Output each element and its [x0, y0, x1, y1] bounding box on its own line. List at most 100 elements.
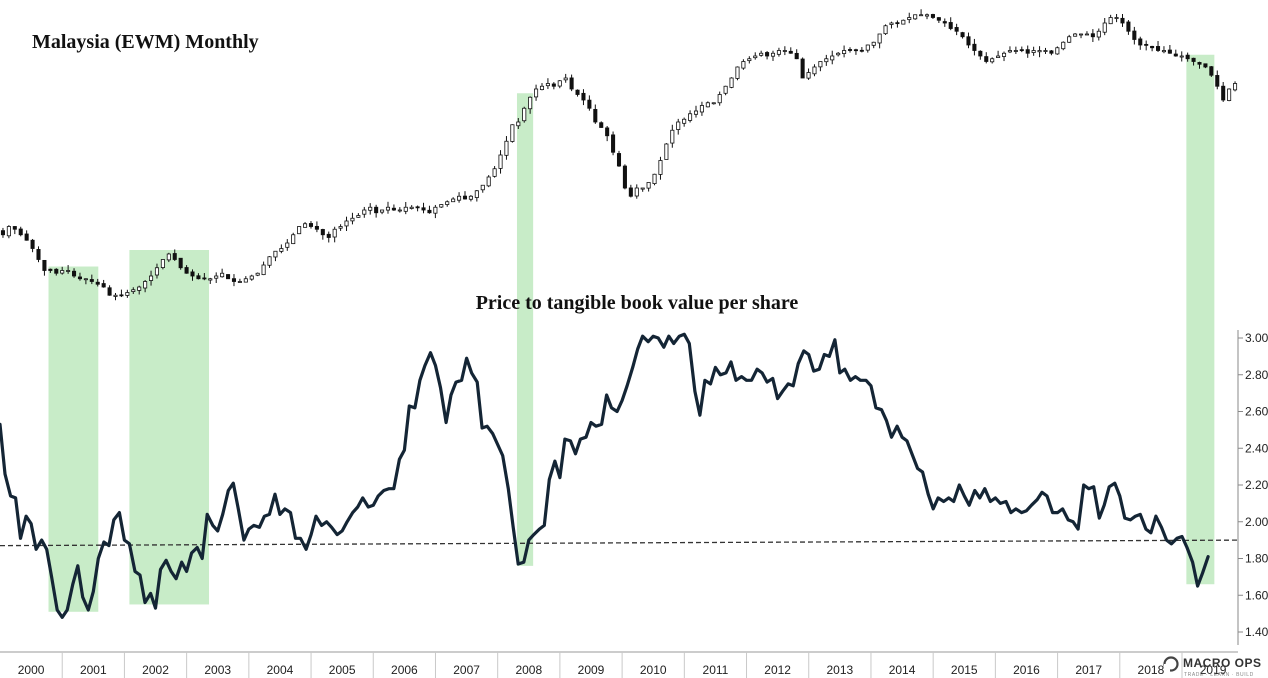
- highlight-regions: [48, 54, 1215, 612]
- candle: [350, 212, 355, 225]
- x-tick-label: 2003: [204, 663, 231, 677]
- candle: [190, 269, 195, 281]
- candle: [101, 279, 106, 288]
- y-tick-label: 2.60: [1245, 405, 1268, 419]
- candle: [36, 246, 41, 263]
- candle: [279, 244, 284, 254]
- candle: [853, 48, 858, 55]
- x-tick-label: 2013: [826, 663, 853, 677]
- candle: [1191, 57, 1196, 66]
- candle: [486, 175, 491, 188]
- candle: [705, 101, 710, 108]
- candle: [901, 19, 906, 25]
- candle: [202, 273, 207, 281]
- candle: [255, 272, 260, 277]
- candle: [1007, 46, 1012, 54]
- candle: [936, 17, 941, 23]
- candle: [77, 272, 82, 281]
- candle: [504, 136, 509, 160]
- candle: [836, 51, 841, 57]
- candle: [539, 83, 545, 91]
- x-tick-label: 2001: [80, 663, 107, 677]
- y-tick-label: 1.40: [1245, 625, 1268, 639]
- candle: [593, 104, 598, 124]
- candle: [913, 14, 918, 20]
- candle: [1179, 51, 1184, 62]
- price-chart-title: Malaysia (EWM) Monthly: [32, 31, 259, 53]
- candle: [534, 84, 539, 101]
- candle: [770, 50, 776, 61]
- candle: [806, 68, 811, 80]
- candle: [930, 13, 935, 19]
- candle: [356, 213, 361, 218]
- candle: [267, 256, 272, 268]
- x-tick-label: 2008: [515, 663, 542, 677]
- y-tick-label: 2.80: [1245, 368, 1268, 382]
- candle: [1055, 46, 1060, 55]
- candle: [303, 222, 308, 228]
- candle: [889, 21, 894, 29]
- candle: [184, 265, 189, 274]
- candle: [830, 50, 835, 65]
- candle: [12, 226, 17, 235]
- candle: [320, 228, 325, 240]
- candle: [984, 52, 989, 64]
- x-tick-label: 2010: [640, 663, 667, 677]
- price-candlesticks: [0, 9, 1238, 301]
- candle: [599, 121, 604, 128]
- candle: [160, 259, 165, 270]
- candle: [646, 182, 651, 192]
- candle: [380, 209, 385, 215]
- candle: [717, 91, 722, 106]
- candle: [990, 57, 995, 64]
- candle: [634, 184, 639, 199]
- candle: [95, 278, 100, 287]
- candle: [492, 166, 497, 178]
- candle: [439, 204, 444, 208]
- candle: [960, 31, 965, 39]
- candle: [60, 266, 65, 275]
- candle: [824, 54, 829, 66]
- candle: [877, 33, 882, 49]
- candle: [391, 204, 396, 211]
- candle: [48, 268, 53, 273]
- candle: [735, 66, 740, 81]
- candle: [658, 156, 663, 180]
- candle: [1013, 46, 1018, 54]
- candle: [385, 201, 391, 214]
- candle: [510, 124, 515, 143]
- macro-ops-logo: MACRO OPS TRADE · LEARN · BUILD: [1163, 656, 1261, 678]
- candle: [297, 226, 302, 235]
- candle: [83, 278, 88, 285]
- candle: [616, 150, 622, 167]
- candle: [1221, 82, 1226, 102]
- x-tick-label: 2009: [578, 663, 605, 677]
- x-tick-label: 2004: [267, 663, 294, 677]
- candle: [231, 274, 237, 287]
- candle: [895, 20, 900, 28]
- candle: [308, 221, 314, 229]
- candle: [0, 227, 5, 238]
- candle: [137, 285, 142, 295]
- candle: [842, 45, 847, 58]
- candle: [528, 96, 533, 114]
- candle: [919, 9, 924, 17]
- candle: [1019, 46, 1024, 53]
- reference-line-group: [0, 539, 1239, 547]
- candle: [1138, 36, 1143, 50]
- highlight-region-3: [516, 93, 534, 566]
- candle: [1001, 51, 1007, 62]
- candle: [368, 203, 373, 215]
- logo-tagline: TRADE · LEARN · BUILD: [1184, 672, 1254, 678]
- x-tick-label: 2014: [889, 663, 916, 677]
- candle: [1084, 31, 1089, 36]
- candle: [226, 274, 231, 280]
- highlight-region-1: [48, 266, 99, 612]
- candle: [196, 273, 201, 280]
- candle: [498, 150, 503, 174]
- candle: [113, 292, 118, 301]
- candle: [433, 204, 438, 219]
- candle: [693, 105, 699, 118]
- highlight-region-4: [1186, 54, 1215, 585]
- candle: [1025, 45, 1030, 58]
